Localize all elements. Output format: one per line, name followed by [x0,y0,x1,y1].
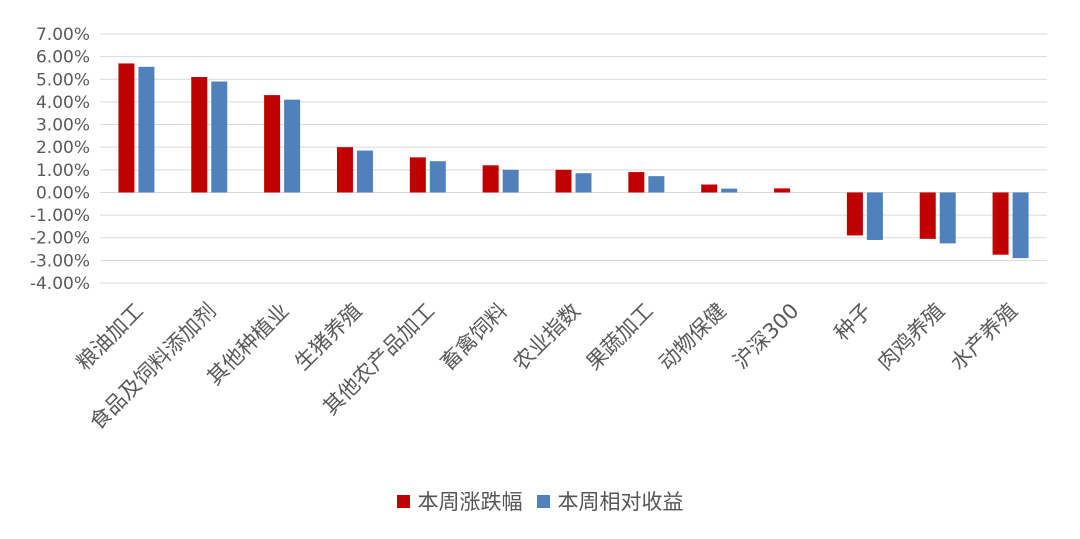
bar-weekly-change [264,95,281,193]
legend: 本周涨跌幅 本周相对收益 [0,486,1080,516]
bar-weekly-change [774,188,791,193]
bar-relative-return [356,150,373,193]
bar-relative-return [866,192,883,240]
y-tick-label: 1.00% [36,161,90,181]
y-tick-label: 2.00% [36,138,90,158]
y-tick-label: 3.00% [36,116,90,136]
bar-relative-return [1012,192,1029,259]
x-tick-label: 沪深300 [729,299,804,374]
y-tick-label: -4.00% [30,274,90,294]
bar-weekly-change [628,172,645,193]
legend-label-series-0: 本周涨跌幅 [417,490,523,514]
legend-label-series-1: 本周相对收益 [557,490,684,514]
x-tick-label: 果蔬加工 [582,299,658,375]
bar-weekly-change [701,184,718,193]
x-tick-label: 畜禽饲料 [436,299,512,375]
y-tick-label: -3.00% [30,251,90,271]
x-tick-label: 粮油加工 [72,299,148,375]
bar-relative-return [575,173,592,193]
y-tick-label: 5.00% [36,70,90,90]
bar-weekly-change [919,192,936,239]
y-tick-label: 4.00% [36,93,90,113]
bar-relative-return [648,176,665,193]
x-tick-label: 生猪养殖 [290,299,366,375]
x-tick-label: 食品及饲料添加剂 [85,299,221,435]
bar-relative-return [429,161,446,193]
legend-swatch-series-0 [396,494,410,508]
y-tick-label: -2.00% [30,229,90,249]
y-tick-label: 0.00% [36,183,90,203]
bar-weekly-change [482,165,499,193]
bar-weekly-change [409,157,426,193]
legend-swatch-series-1 [536,494,550,508]
x-tick-label: 农业指数 [509,299,585,375]
bar-relative-return [939,192,956,244]
bar-weekly-change [336,147,353,193]
x-tick-label: 肉鸡养殖 [873,299,949,375]
bar-chart: 7.00% 6.00%5.00% 4.00% 3.00%2.00% 1.00%0.00%… [30,25,1047,435]
x-tick-label: 种子 [830,299,877,346]
bar-weekly-change [118,63,135,193]
bar-relative-return [284,99,301,193]
bar-relative-return [502,169,519,193]
y-tick-label: -1.00% [30,206,90,226]
x-tick-label: 水产养殖 [946,299,1022,375]
bar-relative-return [211,81,228,193]
bar-weekly-change [846,192,863,236]
legend-item-series-1: 本周相对收益 [536,486,684,516]
bar-relative-return [138,66,155,193]
bar-weekly-change [555,169,572,193]
legend-item-series-0: 本周涨跌幅 [396,486,523,516]
y-tick-label: 7.00% [36,25,90,45]
bar-weekly-change [992,192,1009,255]
bar-relative-return [721,188,738,193]
y-tick-label: 6.00% [36,48,90,68]
bar-weekly-change [191,77,208,193]
x-tick-label: 动物保健 [654,299,730,375]
